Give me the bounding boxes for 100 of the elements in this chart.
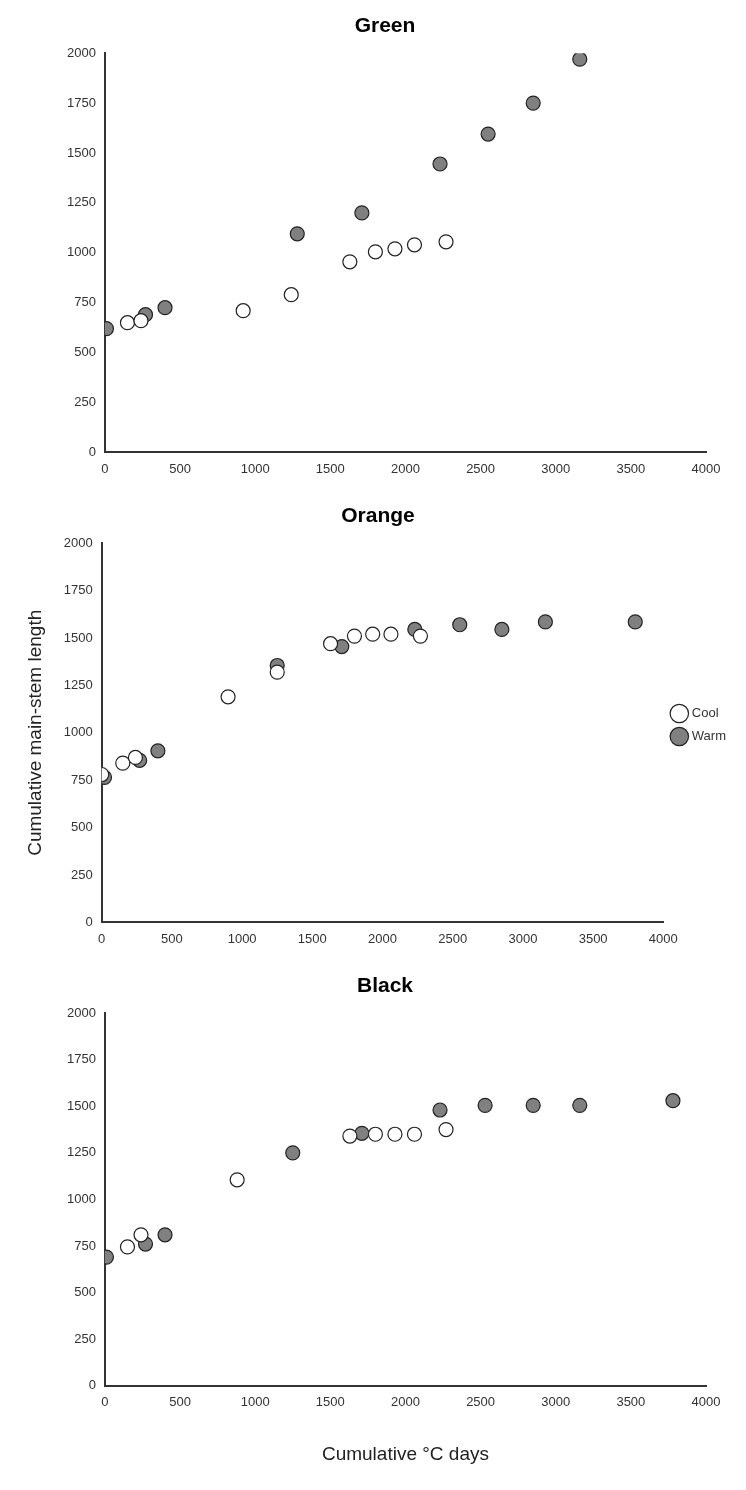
y-tick-label: 1500 <box>67 144 96 160</box>
y-tick-label: 0 <box>88 443 96 459</box>
y-tick-label: 1250 <box>63 676 93 692</box>
point <box>342 1128 358 1144</box>
point <box>289 226 305 242</box>
point <box>383 626 399 642</box>
y-tick-label: 750 <box>71 771 93 787</box>
legend-label: Cool <box>691 705 719 721</box>
x-tick-label: 1500 <box>297 930 327 946</box>
y-tick-label: 1500 <box>67 1097 96 1113</box>
point <box>150 743 166 759</box>
point <box>229 1172 245 1188</box>
y-tick-label: 1000 <box>67 1190 96 1206</box>
point <box>269 664 285 680</box>
x-tick-label: 4000 <box>648 930 678 946</box>
x-tick-label: 3000 <box>541 460 571 476</box>
point <box>346 628 363 644</box>
chart-title: Green <box>354 13 416 37</box>
x-tick-label: 1000 <box>240 1393 270 1409</box>
y-tick-label: 1500 <box>63 629 93 645</box>
point <box>494 621 510 638</box>
point <box>572 53 588 67</box>
y-tick-label: 1000 <box>67 244 96 260</box>
point <box>365 626 381 642</box>
point <box>387 241 403 257</box>
x-tick-label: 2000 <box>368 930 397 946</box>
point <box>627 614 643 630</box>
x-tick-label: 1000 <box>227 930 257 946</box>
y-tick-label: 0 <box>85 913 93 929</box>
point <box>235 303 251 319</box>
x-tick-label: 500 <box>169 1393 191 1409</box>
x-tick-label: 3500 <box>616 1393 646 1409</box>
y-tick-label: 1750 <box>67 94 96 110</box>
point <box>412 628 429 644</box>
point <box>283 287 299 303</box>
x-tick-label: 3500 <box>578 930 608 946</box>
x-tick-label: 3000 <box>541 1393 571 1409</box>
point <box>322 636 339 652</box>
y-tick-label: 2000 <box>67 1004 96 1020</box>
y-tick-label: 750 <box>74 1237 96 1253</box>
x-tick-label: 0 <box>101 1393 109 1409</box>
point <box>537 614 553 630</box>
y-tick-label: 500 <box>74 344 96 360</box>
x-tick-label: 4000 <box>691 460 721 476</box>
y-tick-label: 500 <box>71 819 93 835</box>
x-tick-label: 2000 <box>391 1393 420 1409</box>
point <box>285 1145 301 1161</box>
x-tick-label: 2000 <box>391 460 420 476</box>
point <box>406 237 423 253</box>
point <box>477 1097 493 1113</box>
legend-label: Warm <box>691 728 727 744</box>
y-tick-label: 250 <box>71 866 93 882</box>
point <box>432 156 448 172</box>
point <box>367 244 384 260</box>
point <box>452 617 468 633</box>
y-axis-title: Cumulative main-stem length <box>23 609 45 856</box>
y-tick-label: 1250 <box>67 1144 96 1160</box>
point <box>406 1126 423 1142</box>
x-tick-label: 3500 <box>616 460 646 476</box>
x-tick-label: 500 <box>161 930 183 946</box>
point <box>387 1126 403 1142</box>
point <box>432 1102 448 1118</box>
point <box>525 1097 541 1113</box>
point <box>572 1097 588 1113</box>
point <box>133 313 149 329</box>
y-tick-label: 500 <box>74 1284 96 1300</box>
point <box>342 254 358 270</box>
y-tick-label: 250 <box>74 394 96 410</box>
x-tick-label: 1500 <box>315 1393 345 1409</box>
y-tick-label: 750 <box>74 294 96 310</box>
y-tick-label: 2000 <box>67 44 96 60</box>
x-tick-label: 1500 <box>315 460 345 476</box>
x-tick-label: 2500 <box>438 930 468 946</box>
chart-title: Black <box>356 973 414 997</box>
point <box>438 234 454 250</box>
point <box>665 1093 681 1109</box>
y-tick-label: 1750 <box>67 1051 96 1067</box>
point <box>133 1227 149 1243</box>
y-tick-label: 1750 <box>63 582 93 598</box>
point <box>438 1121 454 1138</box>
y-tick-label: 2000 <box>63 534 93 550</box>
point <box>480 126 496 142</box>
point <box>127 749 144 766</box>
y-tick-label: 1000 <box>63 724 93 740</box>
x-tick-label: 2500 <box>466 1393 496 1409</box>
x-tick-label: 500 <box>169 460 191 476</box>
point <box>525 95 541 111</box>
x-axis-title: Cumulative °C days <box>321 1442 489 1464</box>
x-tick-label: 2500 <box>466 460 496 476</box>
x-tick-label: 0 <box>101 460 109 476</box>
point <box>119 1239 136 1255</box>
y-tick-label: 250 <box>74 1330 96 1346</box>
chart-title: Orange <box>341 503 415 527</box>
point <box>220 689 236 705</box>
x-tick-label: 1000 <box>240 460 270 476</box>
y-tick-label: 1250 <box>67 194 96 210</box>
point <box>157 300 173 316</box>
point <box>157 1227 173 1243</box>
x-tick-label: 0 <box>98 930 106 946</box>
point <box>119 315 136 331</box>
